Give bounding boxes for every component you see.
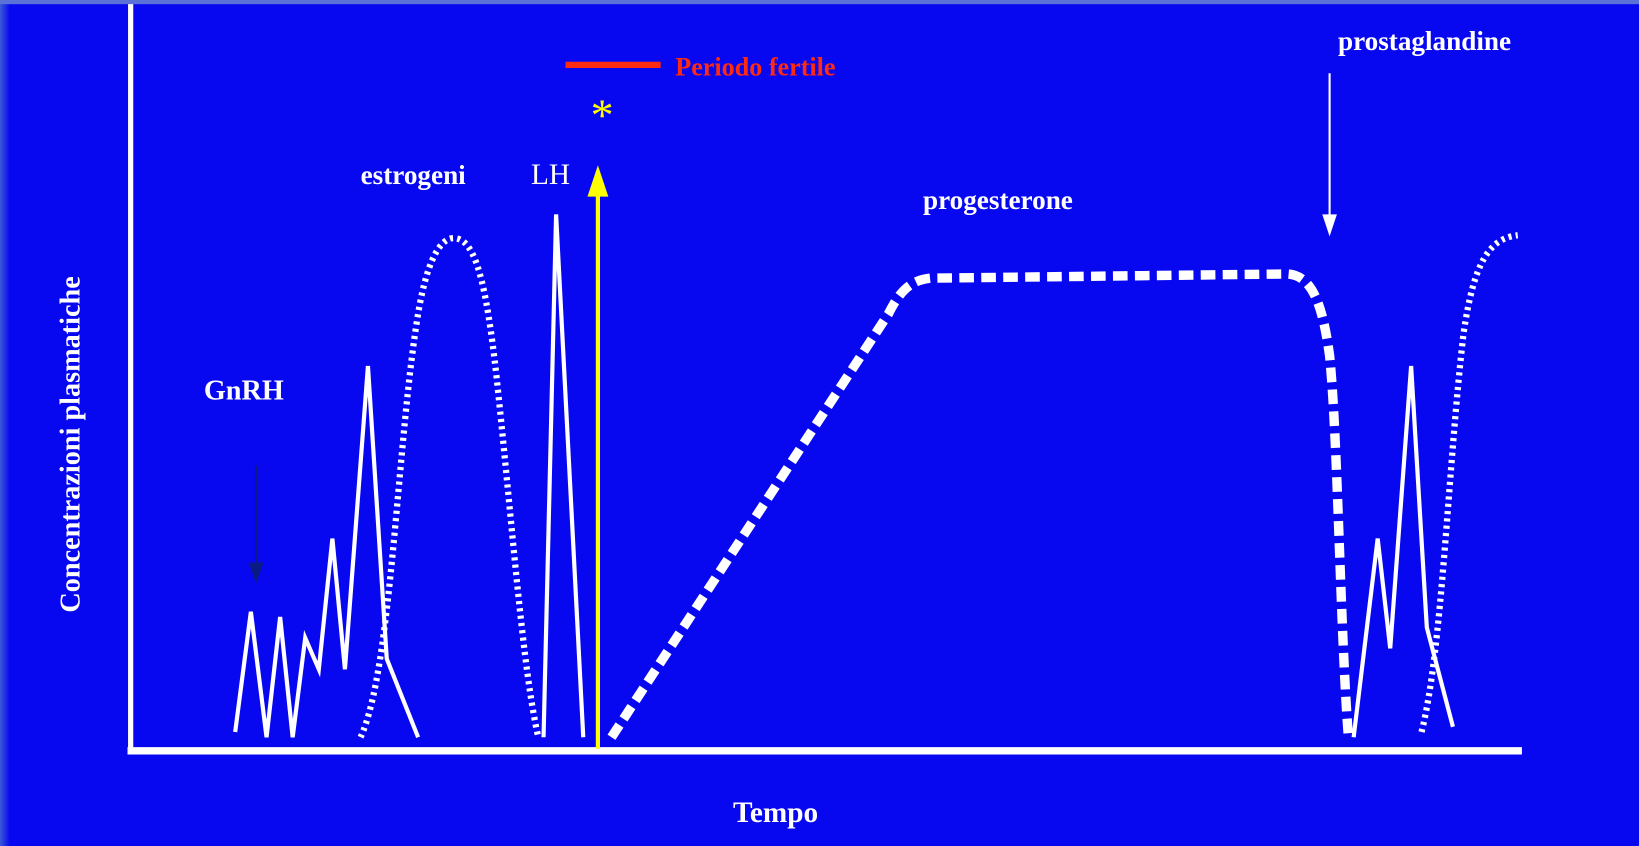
prostaglandin-label: prostaglandine xyxy=(1338,26,1511,56)
progesterone-label: progesterone xyxy=(923,185,1073,215)
ovulation-mark: * xyxy=(591,90,614,141)
estrogen-curve xyxy=(357,234,542,739)
gnrh-curve xyxy=(233,365,421,739)
top-border xyxy=(0,0,1639,5)
lh-curve xyxy=(541,214,586,738)
gnrh-label: GnRH xyxy=(204,375,284,406)
prostaglandin-arrowhead xyxy=(1322,214,1337,237)
y-axis-label: Concentrazioni plasmatiche xyxy=(55,276,86,612)
ovulation-arrowhead xyxy=(587,165,609,197)
fertile-label: Periodo fertile xyxy=(675,52,835,81)
x-axis-label: Tempo xyxy=(733,797,818,829)
gnrh-arrowhead xyxy=(248,562,264,584)
estrogen-label: estrogeni xyxy=(361,160,467,190)
lh-label: LH xyxy=(531,159,570,191)
gnrh-curve-2 xyxy=(1351,365,1455,738)
prostaglandin-curve xyxy=(1418,232,1519,733)
progesterone-curve xyxy=(607,269,1354,740)
